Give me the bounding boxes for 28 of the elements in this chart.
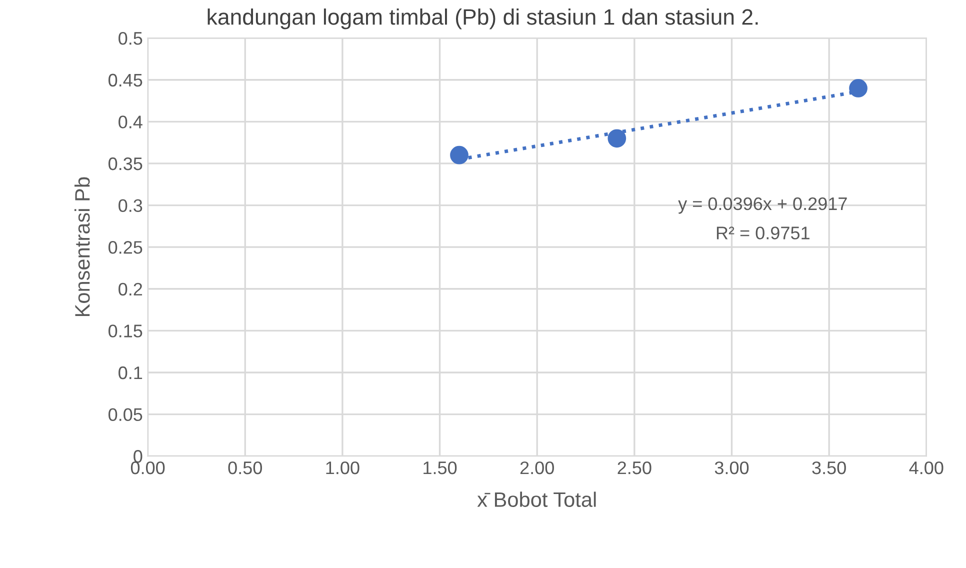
x-tick-label: 1.00: [326, 461, 360, 474]
y-tick-label: 0.35: [108, 157, 142, 170]
x-tick-label: 2.50: [618, 461, 652, 474]
y-tick-label: 0.45: [108, 74, 142, 87]
x-tick-label: 3.50: [812, 461, 846, 474]
y-tick-label: 0: [134, 450, 142, 463]
y-tick-label: 0.1: [118, 366, 142, 380]
y-axis-title: Konsentrasi Pb: [74, 177, 90, 316]
y-tick-label: 0.15: [108, 324, 142, 338]
annotation: y = 0.0396x + 0.2917: [678, 197, 847, 214]
x-tick-label: 0.00: [130, 461, 165, 474]
x-tick-label: 4.00: [909, 461, 944, 474]
x-tick-label: 0.50: [228, 461, 262, 474]
annotation: R² = 0.9751: [716, 226, 810, 240]
y-tick-label: 0.3: [118, 199, 142, 212]
point: [608, 129, 626, 148]
y-tick-label: 0.05: [108, 408, 142, 422]
chart-title: kandungan logam timbal (Pb) di stasiun 1 dan stasiun 2.: [208, 8, 758, 30]
x-tick-label: 1.50: [424, 461, 457, 474]
x-axis-title: x̄ Bobot Total: [477, 492, 596, 507]
y-tick-label: 0.4: [118, 116, 142, 128]
point: [450, 146, 468, 164]
y-tick-label: 0.2: [118, 282, 142, 296]
x-tick-label: 3.00: [714, 461, 749, 474]
x-tick-label: 2.00: [520, 461, 554, 474]
point: [849, 79, 868, 98]
y-tick-label: 0.5: [118, 32, 142, 45]
y-tick-label: 0.25: [108, 241, 142, 254]
